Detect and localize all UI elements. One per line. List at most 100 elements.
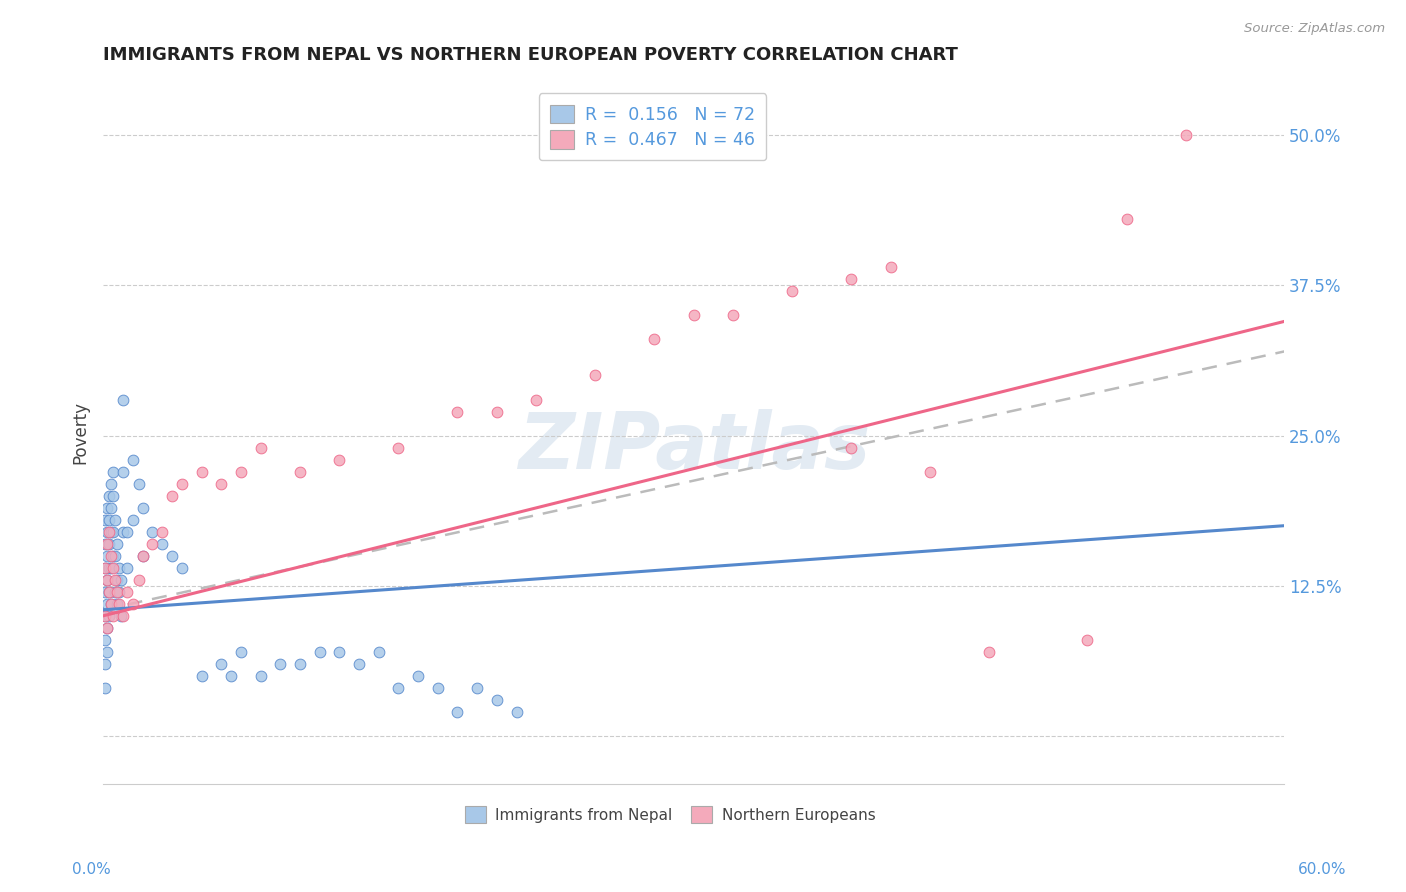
Point: [170, 476, 193, 491]
Point: [387, 681, 409, 695]
Point: [485, 404, 508, 418]
Y-axis label: Poverty: Poverty: [72, 401, 89, 464]
Point: [141, 537, 163, 551]
Point: [131, 549, 153, 563]
Text: ZIPatlas: ZIPatlas: [517, 409, 870, 484]
Point: [288, 657, 311, 671]
Point: [101, 608, 124, 623]
Point: [100, 500, 122, 515]
Point: [269, 657, 291, 671]
Point: [100, 560, 122, 574]
Point: [96, 573, 118, 587]
Point: [128, 476, 150, 491]
Point: [111, 465, 134, 479]
Point: [94, 560, 117, 574]
Point: [446, 705, 468, 719]
Point: [249, 669, 271, 683]
Point: [1115, 212, 1137, 227]
Point: [219, 669, 242, 683]
Point: [105, 597, 128, 611]
Point: [96, 645, 118, 659]
Point: [160, 489, 183, 503]
Point: [94, 560, 117, 574]
Point: [465, 681, 488, 695]
Point: [94, 584, 117, 599]
Text: 60.0%: 60.0%: [1298, 863, 1346, 877]
Point: [100, 597, 122, 611]
Point: [98, 560, 121, 574]
Point: [108, 560, 131, 574]
Point: [96, 524, 118, 539]
Point: [115, 584, 138, 599]
Point: [110, 608, 132, 623]
Point: [249, 441, 271, 455]
Point: [347, 657, 370, 671]
Text: Source: ZipAtlas.com: Source: ZipAtlas.com: [1244, 22, 1385, 36]
Text: 0.0%: 0.0%: [72, 863, 111, 877]
Point: [121, 513, 143, 527]
Point: [131, 500, 153, 515]
Point: [328, 452, 350, 467]
Point: [101, 465, 124, 479]
Point: [115, 524, 138, 539]
Point: [446, 404, 468, 418]
Point: [96, 500, 118, 515]
Point: [288, 465, 311, 479]
Point: [94, 632, 117, 647]
Point: [190, 669, 212, 683]
Point: [98, 584, 121, 599]
Point: [485, 693, 508, 707]
Point: [101, 489, 124, 503]
Point: [108, 597, 131, 611]
Point: [209, 657, 232, 671]
Point: [839, 441, 862, 455]
Point: [111, 608, 134, 623]
Point: [94, 608, 117, 623]
Point: [96, 537, 118, 551]
Point: [128, 573, 150, 587]
Point: [209, 476, 232, 491]
Point: [839, 272, 862, 286]
Point: [721, 309, 744, 323]
Point: [505, 705, 527, 719]
Point: [105, 584, 128, 599]
Point: [190, 465, 212, 479]
Point: [100, 524, 122, 539]
Point: [121, 597, 143, 611]
Legend: Immigrants from Nepal, Northern Europeans: Immigrants from Nepal, Northern European…: [458, 800, 882, 830]
Point: [104, 584, 127, 599]
Point: [94, 657, 117, 671]
Point: [150, 524, 173, 539]
Point: [170, 560, 193, 574]
Point: [98, 513, 121, 527]
Point: [100, 476, 122, 491]
Point: [96, 621, 118, 635]
Point: [96, 597, 118, 611]
Point: [879, 260, 901, 275]
Point: [110, 573, 132, 587]
Point: [104, 573, 127, 587]
Point: [229, 465, 252, 479]
Point: [100, 549, 122, 563]
Point: [1076, 632, 1098, 647]
Text: IMMIGRANTS FROM NEPAL VS NORTHERN EUROPEAN POVERTY CORRELATION CHART: IMMIGRANTS FROM NEPAL VS NORTHERN EUROPE…: [103, 46, 957, 64]
Point: [1174, 128, 1197, 142]
Point: [160, 549, 183, 563]
Point: [94, 513, 117, 527]
Point: [104, 549, 127, 563]
Point: [98, 489, 121, 503]
Point: [141, 524, 163, 539]
Point: [977, 645, 1000, 659]
Point: [96, 573, 118, 587]
Point: [108, 584, 131, 599]
Point: [387, 441, 409, 455]
Point: [524, 392, 547, 407]
Point: [367, 645, 389, 659]
Point: [105, 537, 128, 551]
Point: [94, 681, 117, 695]
Point: [583, 368, 606, 383]
Point: [150, 537, 173, 551]
Point: [101, 524, 124, 539]
Point: [94, 608, 117, 623]
Point: [111, 392, 134, 407]
